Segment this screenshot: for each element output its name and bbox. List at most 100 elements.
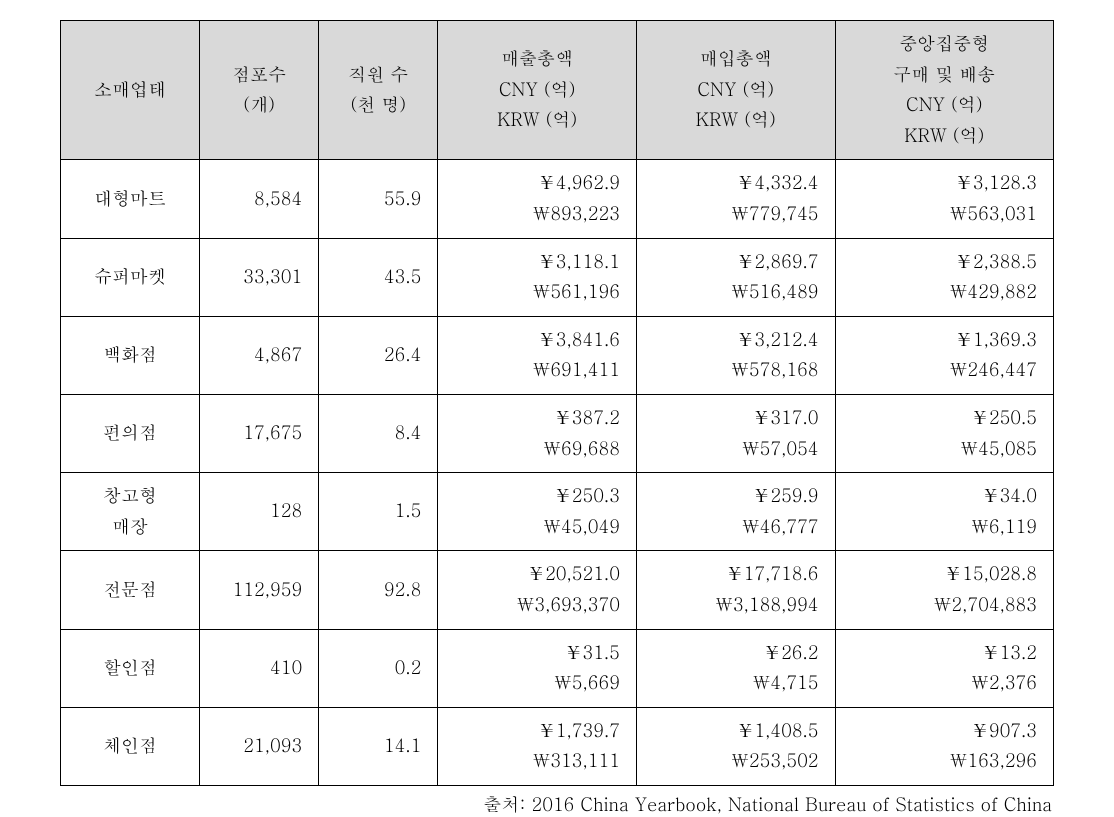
krw-value: ￦3,693,370 bbox=[516, 590, 620, 621]
krw-value: ￦69,688 bbox=[543, 434, 620, 465]
cell-employees: 1.5 bbox=[319, 473, 438, 551]
cny-value: ￥3,212.4 bbox=[736, 325, 818, 356]
row-label-text: 매장 bbox=[112, 514, 148, 539]
cell-stores: 4,867 bbox=[200, 316, 319, 394]
col-header-text: KRW (억) bbox=[696, 107, 776, 132]
cell-centralized: ￥34.0￦6,119 bbox=[835, 473, 1053, 551]
cny-value: ￥31.5 bbox=[564, 638, 619, 669]
row-label-text: 체인점 bbox=[103, 733, 157, 758]
row-label-text: 창고형 bbox=[103, 483, 157, 508]
cny-value: ￥259.9 bbox=[752, 481, 818, 512]
cell-stores: 33,301 bbox=[200, 238, 319, 316]
cny-value: ￥250.3 bbox=[554, 481, 620, 512]
krw-value: ￦45,049 bbox=[543, 512, 620, 543]
table-row: 대형마트8,58455.9￥4,962.9￦893,223￥4,332.4￦77… bbox=[61, 160, 1054, 238]
row-label: 할인점 bbox=[61, 629, 200, 707]
krw-value: ￦893,223 bbox=[532, 199, 620, 230]
source-citation: 출처: 2016 China Yearbook, National Bureau… bbox=[60, 786, 1054, 817]
col-header-text: 점포수 bbox=[232, 62, 286, 87]
cell-stores: 128 bbox=[200, 473, 319, 551]
col-header-employees: 직원 수 (천 명) bbox=[319, 21, 438, 160]
col-header-text: CNY (억) bbox=[906, 92, 983, 117]
col-header-purchases: 매입총액 CNY (억) KRW (억) bbox=[636, 21, 835, 160]
col-header-centralized: 중앙집중형 구매 및 배송 CNY (억) KRW (억) bbox=[835, 21, 1053, 160]
col-header-text: 구매 및 배송 bbox=[893, 62, 995, 87]
cny-value: ￥3,841.6 bbox=[538, 325, 620, 356]
krw-value: ￦246,447 bbox=[949, 355, 1037, 386]
cny-value: ￥20,521.0 bbox=[527, 559, 620, 590]
cny-value: ￥1,739.7 bbox=[538, 716, 620, 747]
cell-centralized: ￥3,128.3￦563,031 bbox=[835, 160, 1053, 238]
cell-stores: 8,584 bbox=[200, 160, 319, 238]
cell-sales: ￥387.2￦69,688 bbox=[438, 394, 637, 472]
col-header-text: CNY (억) bbox=[499, 77, 576, 102]
cny-value: ￥4,962.9 bbox=[538, 168, 620, 199]
cell-purchases: ￥26.2￦4,715 bbox=[636, 629, 835, 707]
cell-purchases: ￥3,212.4￦578,168 bbox=[636, 316, 835, 394]
col-header-text: 직원 수 bbox=[348, 62, 408, 87]
krw-value: ￦429,882 bbox=[949, 277, 1037, 308]
table-row: 슈퍼마켓33,30143.5￥3,118.1￦561,196￥2,869.7￦5… bbox=[61, 238, 1054, 316]
cny-value: ￥13.2 bbox=[982, 638, 1037, 669]
krw-value: ￦57,054 bbox=[742, 434, 819, 465]
cny-value: ￥907.3 bbox=[971, 716, 1037, 747]
krw-value: ￦578,168 bbox=[731, 355, 819, 386]
col-header-text: CNY (억) bbox=[697, 77, 774, 102]
cny-value: ￥317.0 bbox=[752, 403, 818, 434]
row-label-text: 편의점 bbox=[103, 420, 157, 445]
cell-employees: 92.8 bbox=[319, 551, 438, 629]
cell-sales: ￥20,521.0￦3,693,370 bbox=[438, 551, 637, 629]
cny-value: ￥4,332.4 bbox=[736, 168, 818, 199]
retail-stats-table-wrapper: 소매업태 점포수 (개) 직원 수 (천 명) 매출총액 CNY (억) KRW… bbox=[60, 20, 1054, 817]
cell-stores: 112,959 bbox=[200, 551, 319, 629]
cell-purchases: ￥1,408.5￦253,502 bbox=[636, 707, 835, 785]
table-row: 할인점4100.2￥31.5￦5,669￥26.2￦4,715￥13.2￦2,3… bbox=[61, 629, 1054, 707]
col-header-text: KRW (억) bbox=[904, 123, 984, 148]
cell-sales: ￥4,962.9￦893,223 bbox=[438, 160, 637, 238]
krw-value: ￦563,031 bbox=[949, 199, 1037, 230]
cell-sales: ￥3,118.1￦561,196 bbox=[438, 238, 637, 316]
row-label: 대형마트 bbox=[61, 160, 200, 238]
krw-value: ￦253,502 bbox=[731, 746, 819, 777]
cell-sales: ￥3,841.6￦691,411 bbox=[438, 316, 637, 394]
cny-value: ￥1,408.5 bbox=[736, 716, 818, 747]
krw-value: ￦561,196 bbox=[532, 277, 620, 308]
krw-value: ￦46,777 bbox=[742, 512, 819, 543]
cell-sales: ￥31.5￦5,669 bbox=[438, 629, 637, 707]
row-label: 체인점 bbox=[61, 707, 200, 785]
krw-value: ￦2,704,883 bbox=[933, 590, 1037, 621]
col-header-text: KRW (억) bbox=[497, 107, 577, 132]
row-label: 전문점 bbox=[61, 551, 200, 629]
cell-stores: 17,675 bbox=[200, 394, 319, 472]
col-header-text: (개) bbox=[243, 92, 275, 117]
col-header-type: 소매업태 bbox=[61, 21, 200, 160]
retail-stats-table: 소매업태 점포수 (개) 직원 수 (천 명) 매출총액 CNY (억) KRW… bbox=[60, 20, 1054, 786]
table-row: 전문점112,95992.8￥20,521.0￦3,693,370￥17,718… bbox=[61, 551, 1054, 629]
col-header-text: 매출총액 bbox=[501, 46, 573, 71]
krw-value: ￦313,111 bbox=[532, 746, 620, 777]
cell-sales: ￥250.3￦45,049 bbox=[438, 473, 637, 551]
col-header-text: 소매업태 bbox=[94, 77, 166, 102]
table-row: 창고형매장1281.5￥250.3￦45,049￥259.9￦46,777￥34… bbox=[61, 473, 1054, 551]
cell-employees: 8.4 bbox=[319, 394, 438, 472]
table-row: 체인점21,09314.1￥1,739.7￦313,111￥1,408.5￦25… bbox=[61, 707, 1054, 785]
col-header-text: (천 명) bbox=[350, 92, 406, 117]
krw-value: ￦45,085 bbox=[960, 434, 1037, 465]
row-label-text: 전문점 bbox=[103, 577, 157, 602]
cell-purchases: ￥17,718.6￦3,188,994 bbox=[636, 551, 835, 629]
cny-value: ￥17,718.6 bbox=[726, 559, 819, 590]
cny-value: ￥3,128.3 bbox=[955, 168, 1037, 199]
cny-value: ￥1,369.3 bbox=[955, 325, 1037, 356]
col-header-text: 중앙집중형 bbox=[899, 31, 989, 56]
cell-centralized: ￥2,388.5￦429,882 bbox=[835, 238, 1053, 316]
row-label-text: 할인점 bbox=[103, 655, 157, 680]
cny-value: ￥34.0 bbox=[982, 481, 1037, 512]
cny-value: ￥3,118.1 bbox=[538, 247, 620, 278]
row-label-text: 대형마트 bbox=[94, 186, 166, 211]
cell-stores: 21,093 bbox=[200, 707, 319, 785]
cell-centralized: ￥1,369.3￦246,447 bbox=[835, 316, 1053, 394]
col-header-text: 매입총액 bbox=[700, 46, 772, 71]
row-label-text: 백화점 bbox=[103, 342, 157, 367]
cny-value: ￥2,869.7 bbox=[736, 247, 818, 278]
krw-value: ￦516,489 bbox=[731, 277, 819, 308]
